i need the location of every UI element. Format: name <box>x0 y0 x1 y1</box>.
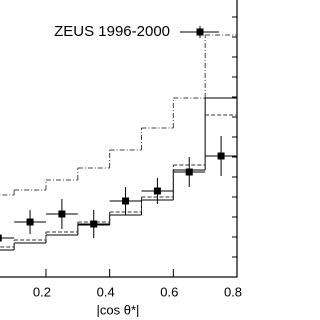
data-point <box>122 197 130 205</box>
data-point <box>0 234 2 242</box>
x-tick-label: 0.4 <box>97 284 115 299</box>
x-tick-label: 0.8 <box>224 284 242 299</box>
x-axis-label: |cos θ*| <box>97 302 140 317</box>
plot-frame <box>0 0 238 278</box>
data-point <box>90 220 98 228</box>
x-tick-label: 0.2 <box>33 284 51 299</box>
legend-label: ZEUS 1996-2000 <box>54 23 170 40</box>
data-point <box>58 210 66 218</box>
data-point <box>217 152 225 160</box>
data-point <box>26 218 34 226</box>
x-tick-label: 0.6 <box>160 284 178 299</box>
data-point <box>185 168 193 176</box>
legend-marker <box>196 28 204 36</box>
data-point <box>153 187 161 195</box>
